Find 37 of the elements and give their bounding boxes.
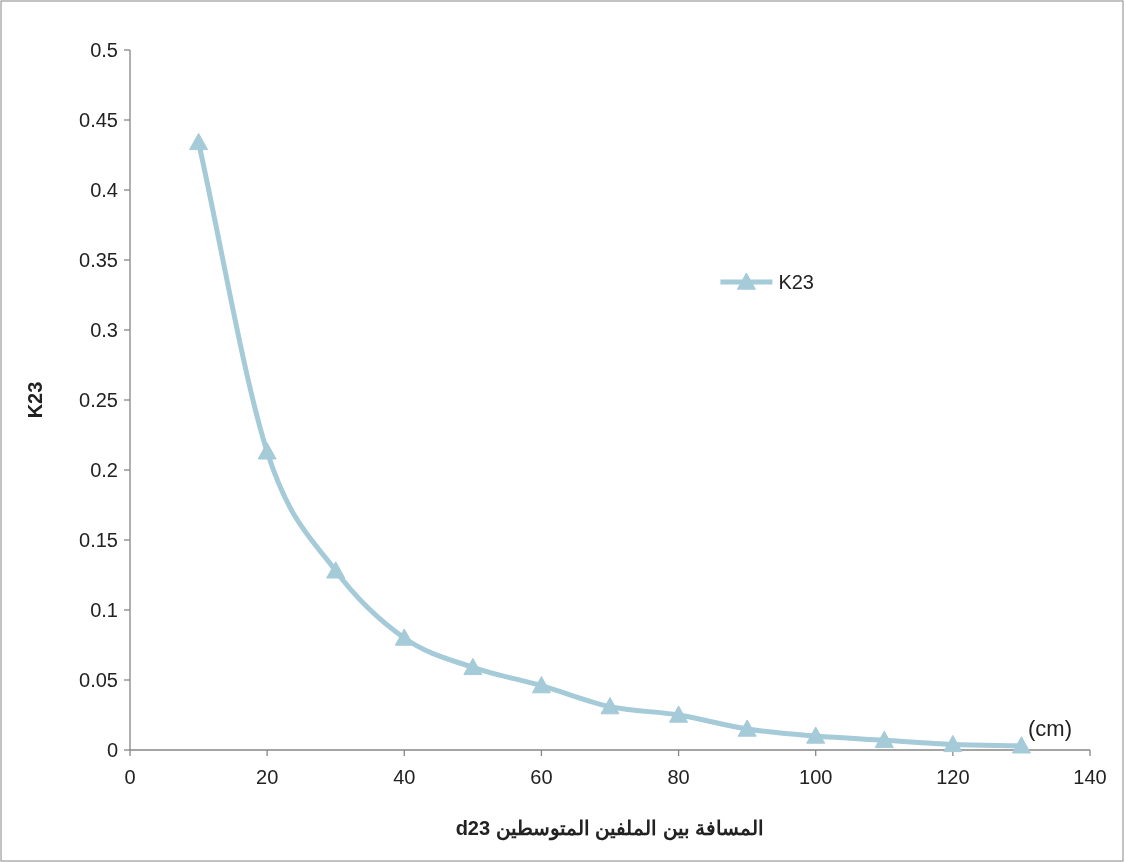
- y-tick-label: 0.05: [79, 669, 118, 691]
- point: [531, 676, 551, 694]
- point: [600, 697, 620, 715]
- y-tick-label: 0.45: [79, 109, 118, 131]
- y-axis-title: K23: [24, 381, 46, 419]
- y-tick-label: 0.1: [90, 599, 118, 621]
- x-tick-label: 80: [667, 766, 690, 788]
- annotation: (cm): [1028, 716, 1072, 741]
- y-tick-label: 0.4: [90, 179, 118, 201]
- y-tick-label: 0.3: [90, 319, 118, 341]
- point: [737, 719, 757, 737]
- point: [394, 628, 414, 646]
- point: [806, 726, 826, 744]
- y-tick-label: 0.15: [79, 529, 118, 551]
- point: [1011, 736, 1031, 754]
- x-tick-label: 140: [1073, 766, 1107, 788]
- legend: K23: [720, 271, 814, 293]
- point: [669, 705, 689, 723]
- x-axis-title: المسافة بين الملفين المتوسطين d23: [455, 817, 765, 841]
- x-tick-label: 20: [256, 766, 279, 788]
- point: [257, 442, 277, 460]
- x-tick-label: 120: [936, 766, 970, 788]
- x-tick-label: 40: [393, 766, 416, 788]
- x-tick-label: 60: [530, 766, 553, 788]
- y-tick-label: 0.2: [90, 459, 118, 481]
- x-tick-label: 0: [124, 766, 136, 788]
- point: [326, 561, 346, 579]
- point: [943, 734, 963, 753]
- point: [189, 132, 209, 151]
- y-tick-label: 0.5: [90, 39, 118, 61]
- point: [463, 657, 483, 676]
- y-tick-label: 0.35: [79, 249, 118, 271]
- point: [874, 730, 894, 748]
- legend-label: K23: [778, 271, 814, 293]
- y-tick-label: 0: [106, 739, 118, 761]
- y-tick-label: 0.25: [79, 389, 118, 411]
- x-tick-label: 100: [799, 766, 833, 788]
